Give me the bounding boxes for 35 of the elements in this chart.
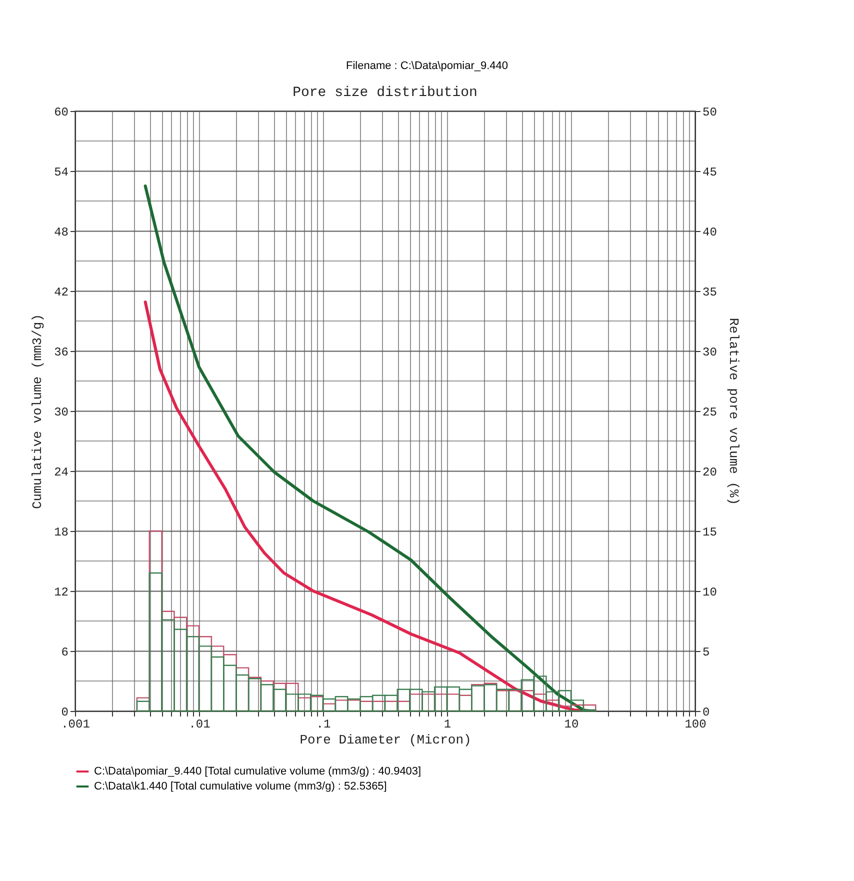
y2-tick-label: 30	[702, 346, 717, 360]
x-tick-label: .01	[188, 718, 210, 732]
legend-label: C:\Data\pomiar_9.440 [Total cumulative volume (mm3/g) : 40.9403]	[94, 766, 422, 778]
legend-label: C:\Data\k1.440 [Total cumulative volume (mm3/g) : 52.5365]	[94, 780, 387, 792]
y-axis-title: Cumulative volume (mm3/g)	[30, 314, 46, 510]
y-tick-label: 6	[61, 646, 68, 660]
y-tick-label: 48	[54, 226, 68, 240]
y2-tick-label: 25	[702, 406, 717, 420]
y2-tick-label: 35	[702, 286, 717, 300]
y-tick-label: 42	[54, 286, 68, 300]
y2-tick-label: 0	[702, 706, 710, 720]
y-tick-label: 0	[61, 706, 68, 720]
x-tick-label: .001	[61, 718, 90, 732]
x-tick-label: .1	[316, 718, 331, 732]
y2-tick-label: 20	[702, 466, 717, 480]
y-tick-label: 54	[54, 166, 68, 180]
y-tick-label: 30	[54, 406, 68, 420]
y-tick-label: 24	[54, 466, 68, 480]
y-tick-label: 12	[54, 586, 68, 600]
y2-axis-title: Relative pore volume (%)	[726, 318, 741, 506]
y2-tick-label: 50	[702, 106, 717, 120]
y-tick-label: 18	[54, 526, 68, 540]
x-tick-label: 1	[444, 718, 452, 732]
y-tick-label: 60	[54, 106, 68, 120]
y2-tick-label: 45	[702, 166, 717, 180]
y2-tick-label: 15	[702, 526, 717, 540]
y-tick-label: 36	[54, 346, 68, 360]
x-tick-label: 10	[564, 718, 579, 732]
x-tick-label: 100	[684, 718, 706, 732]
y2-tick-label: 40	[702, 226, 717, 240]
chart-title: Pore size distribution	[292, 85, 478, 101]
chart-subtitle: Filename : C:\Data\pomiar_9.440	[344, 60, 510, 74]
y2-tick-label: 5	[702, 646, 710, 660]
y2-tick-label: 10	[702, 586, 717, 600]
x-axis-title: Pore Diameter (Micron)	[300, 732, 472, 748]
